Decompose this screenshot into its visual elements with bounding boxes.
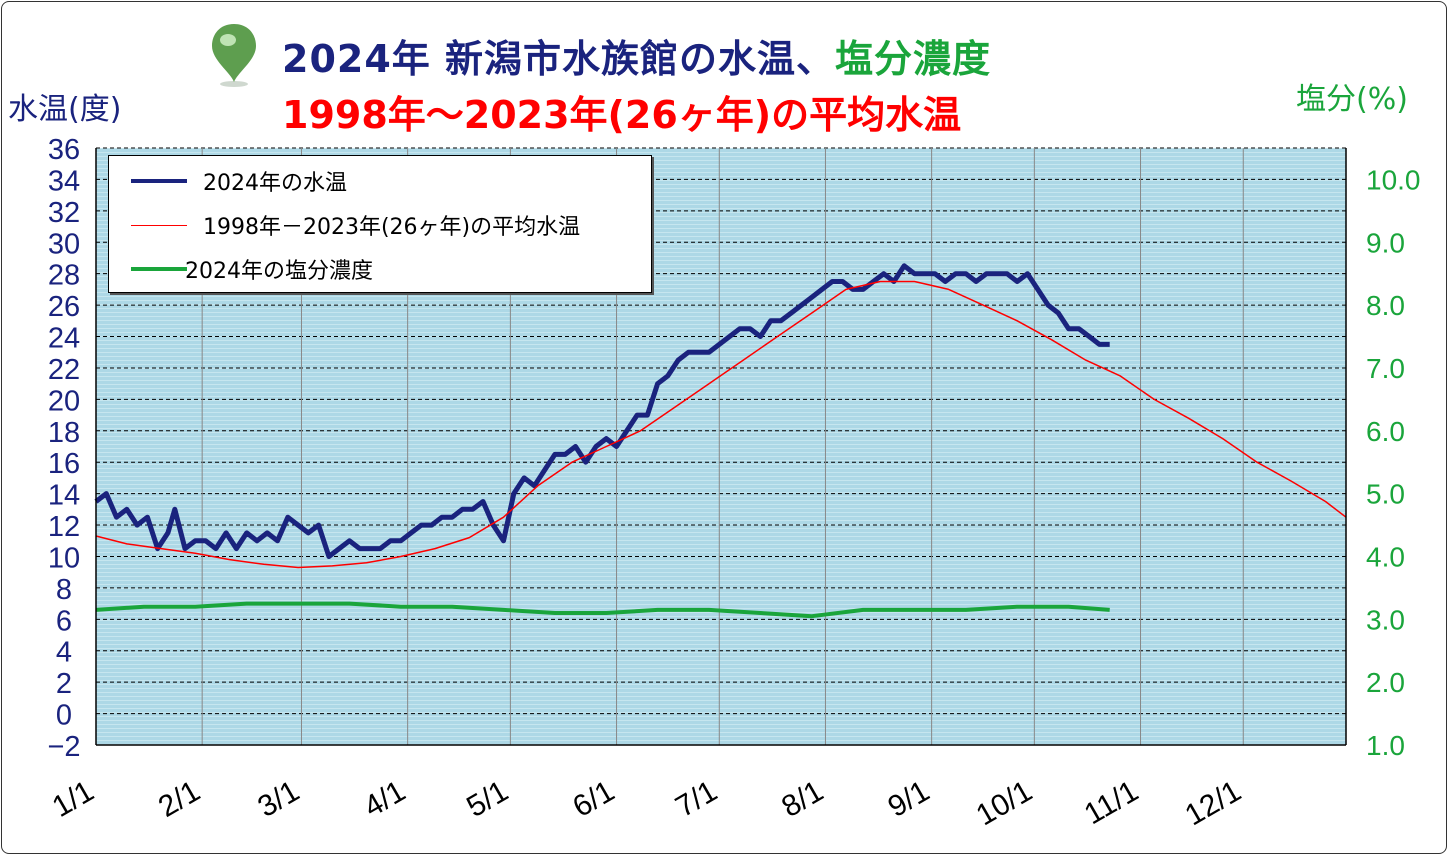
grid-lines	[95, 147, 1346, 746]
axes-group	[95, 148, 1347, 746]
y-left-tick-label: 34	[48, 165, 80, 197]
series-line-2	[95, 601, 1110, 619]
y-left-tick-label: 22	[48, 354, 80, 386]
legend-label: 2024年の塩分濃度	[185, 259, 373, 284]
x-tick-label: 4/1	[359, 774, 412, 823]
y-left-tick-label: 28	[48, 260, 80, 292]
y-left-tick-label: 16	[48, 448, 80, 480]
legend-item-salinity: 2024年の塩分濃度	[109, 248, 651, 288]
y-left-tick-label: 4	[56, 637, 72, 669]
y-left-tick-label: 36	[48, 134, 80, 166]
series-group	[94, 263, 1347, 619]
y-right-tick-label: 1.0	[1366, 730, 1405, 761]
legend-item-avg: 1998年－2023年(26ヶ年)の平均水温	[109, 204, 651, 244]
y-left-tick-label: 18	[48, 417, 80, 449]
x-tick-label: 11/1	[1079, 774, 1144, 831]
legend-swatch-salinity	[131, 267, 187, 271]
map-pin-icon	[212, 24, 256, 87]
y-right-tick-label: 6.0	[1366, 416, 1405, 447]
y-left-tick-label: 8	[56, 574, 72, 606]
series-line-0	[94, 263, 1110, 559]
x-tick-label: 12/1	[1180, 774, 1247, 832]
y-left-tick-label: 20	[48, 385, 80, 417]
legend: 2024年の水温 1998年－2023年(26ヶ年)の平均水温 2024年の塩分…	[108, 155, 652, 293]
y-left-tick-label: −2	[47, 731, 80, 763]
y-left-tick-label: 14	[48, 480, 80, 512]
y-right-tick-label: 8.0	[1366, 290, 1405, 321]
title-part2: 塩分濃度	[835, 37, 992, 81]
series-line-1	[95, 280, 1347, 569]
x-tick-label: 7/1	[670, 774, 723, 823]
y-left-tick-label: 26	[48, 291, 80, 323]
chart-title-line1: 2024年 新潟市水族館の水温、塩分濃度	[282, 28, 991, 83]
y-left-tick-label: 0	[56, 700, 72, 732]
right-axis-label: 塩分(%)	[1296, 82, 1408, 117]
x-tick-label: 8/1	[776, 774, 829, 823]
title-part1: 2024年 新潟市水族館の水温、	[282, 37, 835, 81]
legend-swatch-avg	[131, 225, 187, 226]
x-tick-label: 9/1	[882, 774, 935, 823]
y-right-tick-label: 9.0	[1366, 227, 1405, 258]
chart-title-line2: 1998年～2023年(26ヶ年)の平均水温	[282, 93, 962, 137]
left-axis-label: 水温(度)	[8, 92, 122, 127]
x-tick-label: 6/1	[567, 774, 620, 823]
y-right-tick-label: 4.0	[1366, 541, 1405, 572]
y-right-tick-label: 7.0	[1366, 353, 1405, 384]
y-right-tick-label: 10.0	[1366, 164, 1421, 195]
y-left-tick-label: 12	[48, 511, 80, 543]
x-tick-label: 5/1	[461, 774, 514, 823]
y-right-tick-label: 2.0	[1366, 667, 1405, 698]
legend-item-water: 2024年の水温	[109, 160, 651, 200]
x-tick-label: 2/1	[153, 774, 206, 823]
y-left-tick-label: 32	[48, 197, 80, 229]
y-left-tick-label: 10	[48, 542, 80, 574]
legend-label: 2024年の水温	[203, 171, 347, 196]
y-right-tick-label: 3.0	[1366, 604, 1405, 635]
y-right-tick-label: 5.0	[1366, 479, 1405, 510]
x-tick-label: 1/1	[47, 774, 100, 823]
x-tick-label: 10/1	[971, 774, 1038, 832]
y-left-tick-label: 24	[48, 323, 80, 355]
y-left-tick-label: 6	[56, 605, 72, 637]
y-left-tick-label: 30	[48, 228, 80, 260]
y-left-tick-label: 2	[56, 668, 72, 700]
legend-label: 1998年－2023年(26ヶ年)の平均水温	[203, 215, 581, 240]
x-tick-label: 3/1	[252, 774, 305, 823]
legend-swatch-water	[131, 179, 187, 183]
